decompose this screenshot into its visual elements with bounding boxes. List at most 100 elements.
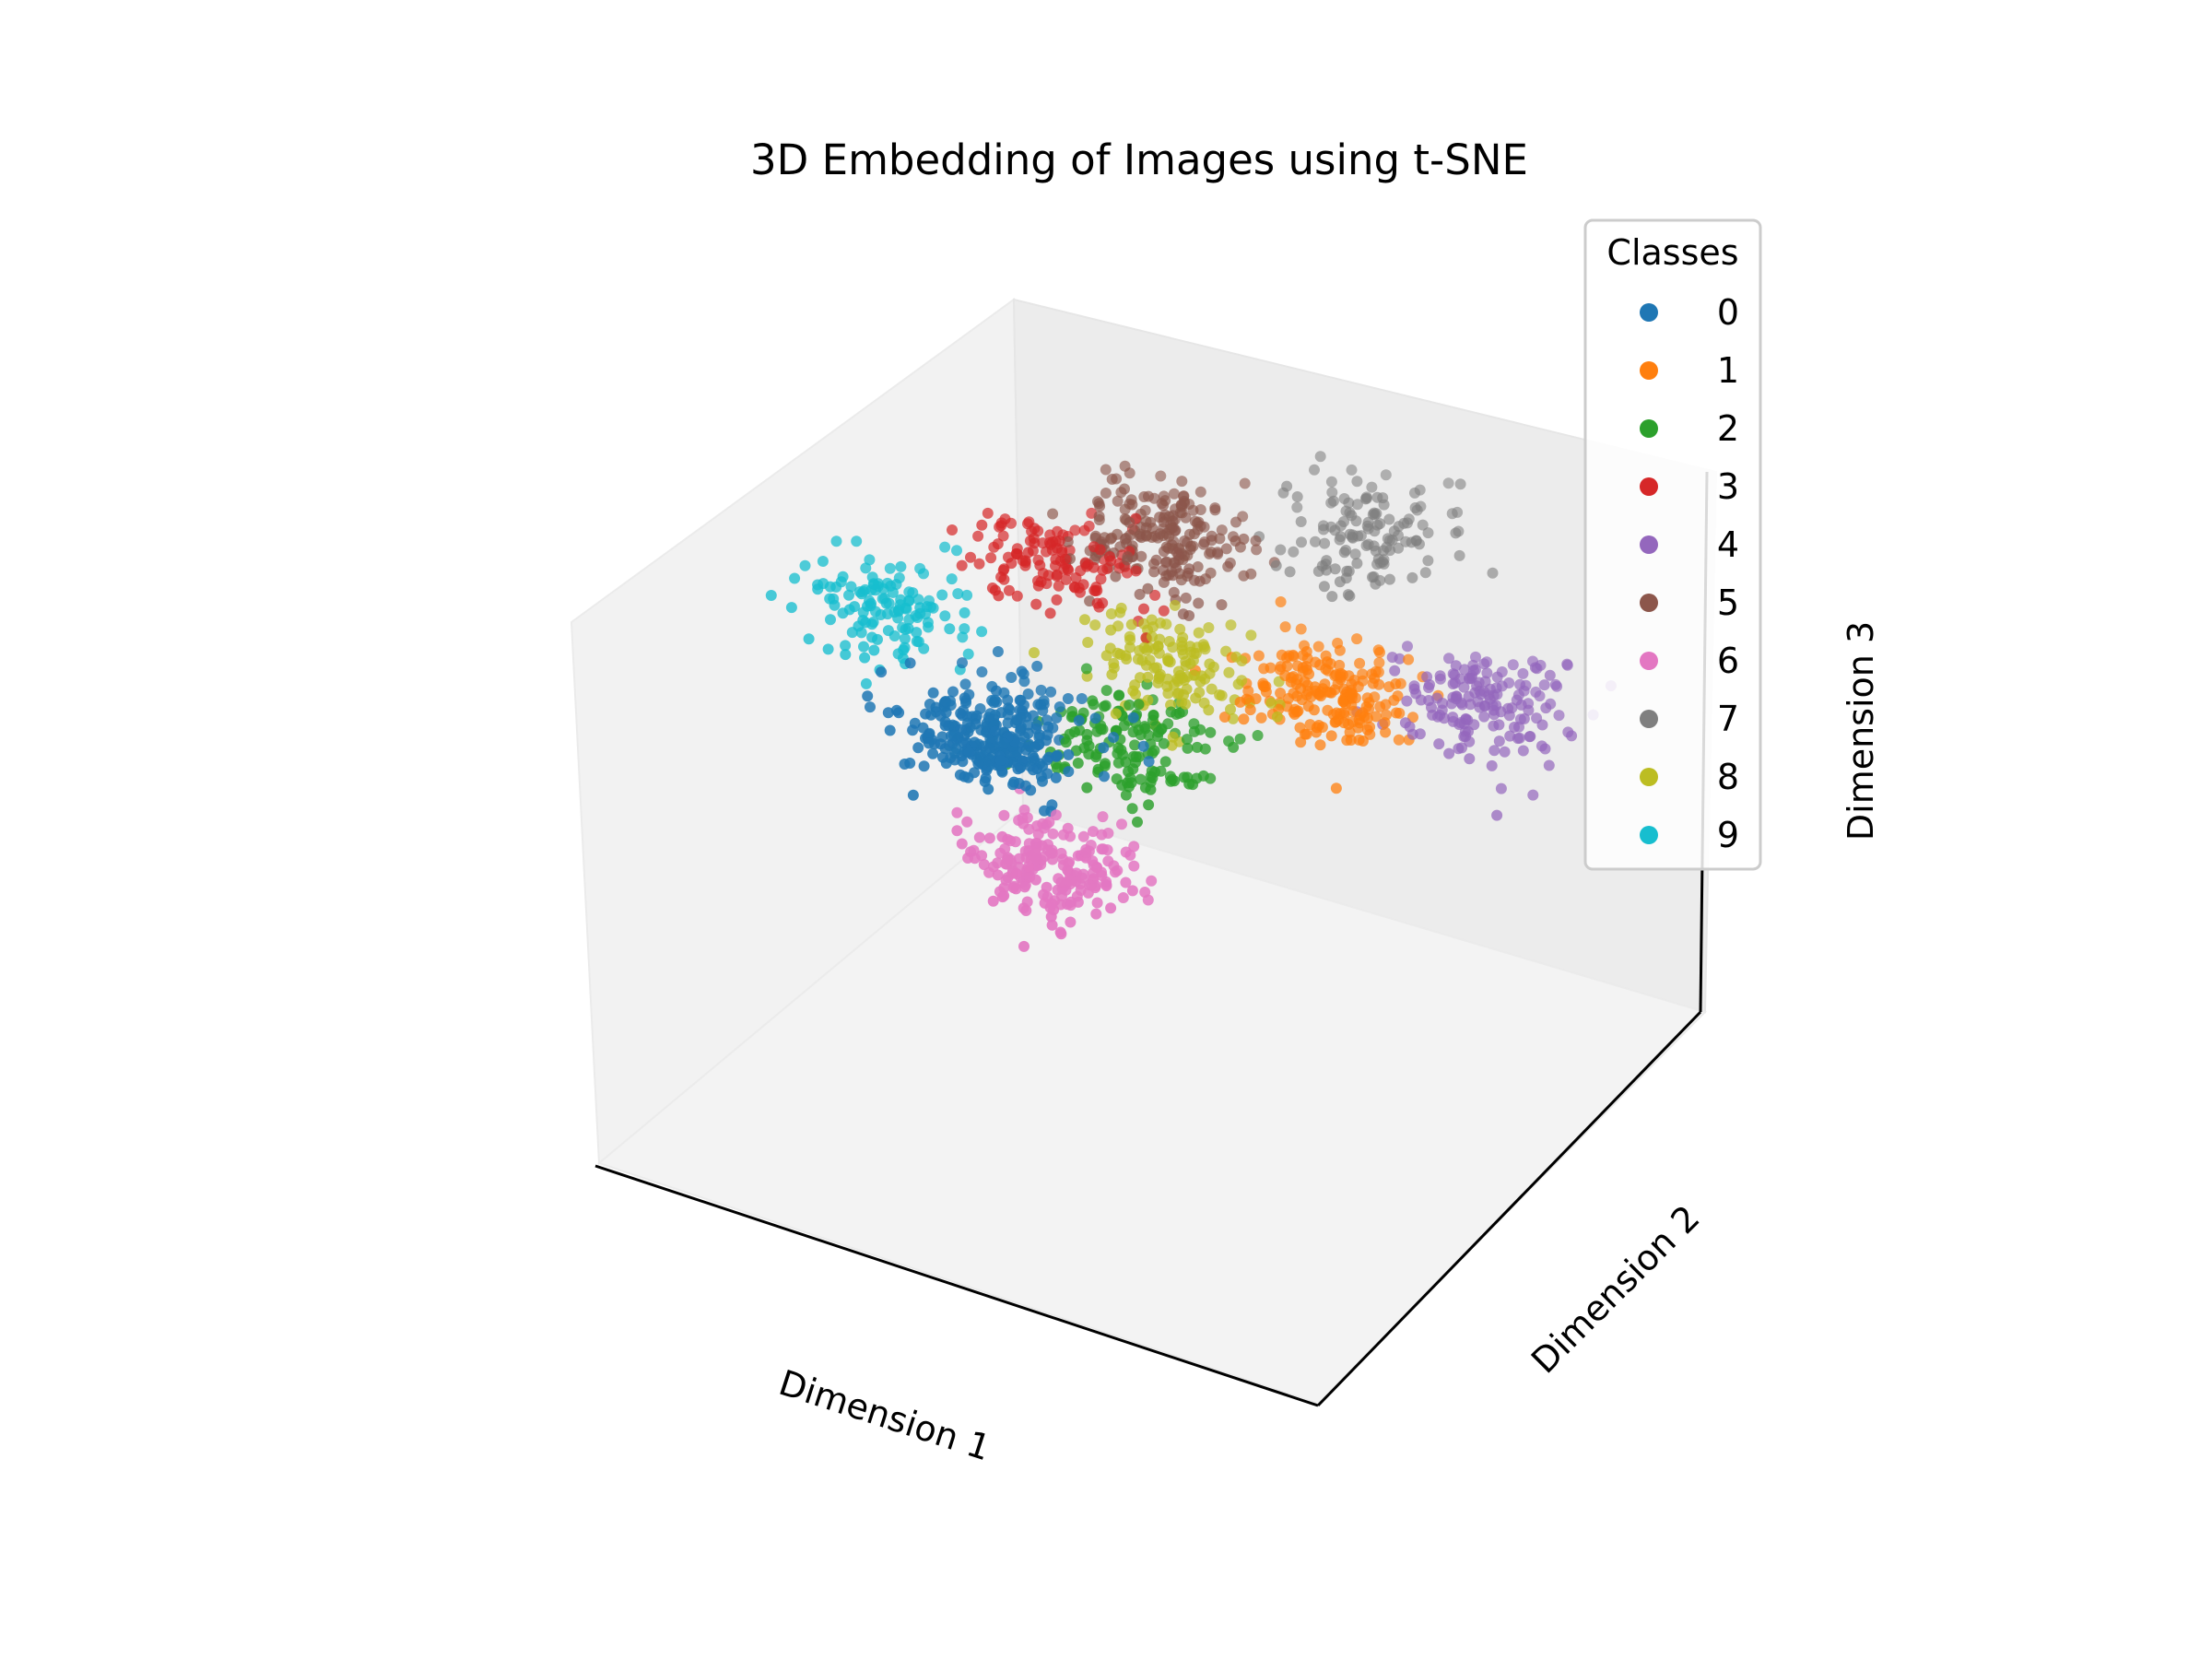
- data-point-class-0: [998, 737, 1010, 749]
- data-point-class-4: [1517, 667, 1529, 679]
- data-point-class-6: [1047, 853, 1058, 865]
- data-point-class-8: [1112, 647, 1124, 659]
- data-point-class-9: [918, 642, 930, 654]
- data-point-class-1: [1312, 641, 1324, 653]
- data-point-class-5: [1183, 610, 1195, 621]
- data-point-class-8: [1169, 599, 1181, 611]
- data-point-class-8: [1265, 697, 1277, 709]
- data-point-class-1: [1322, 704, 1334, 716]
- data-point-class-9: [765, 590, 777, 601]
- data-point-class-0: [963, 747, 975, 759]
- data-point-class-9: [939, 610, 951, 622]
- data-point-class-9: [911, 627, 923, 639]
- data-point-class-1: [1255, 712, 1267, 724]
- data-point-class-0: [947, 729, 959, 741]
- data-point-class-0: [972, 758, 984, 770]
- data-point-class-6: [1139, 887, 1151, 898]
- data-point-class-1: [1312, 720, 1324, 731]
- data-point-class-6: [1018, 818, 1030, 830]
- data-point-class-0: [1063, 748, 1075, 760]
- data-point-class-4: [1389, 665, 1401, 677]
- data-point-class-6: [1096, 870, 1108, 881]
- data-point-class-9: [859, 652, 871, 664]
- data-point-class-0: [1008, 776, 1020, 788]
- data-point-class-3: [1130, 565, 1142, 577]
- data-point-class-6: [1009, 836, 1021, 848]
- data-point-class-6: [1018, 881, 1030, 893]
- data-point-class-3: [1064, 545, 1076, 556]
- data-point-class-8: [1271, 711, 1283, 723]
- data-point-class-6: [1146, 875, 1158, 887]
- data-point-class-9: [853, 586, 865, 598]
- data-point-class-5: [1192, 517, 1203, 529]
- data-point-class-3: [1022, 547, 1034, 559]
- data-point-class-0: [1143, 756, 1155, 768]
- data-point-class-2: [1113, 689, 1125, 701]
- data-point-class-4: [1460, 731, 1471, 743]
- data-point-class-9: [837, 571, 849, 582]
- data-point-class-3: [1034, 559, 1046, 571]
- data-point-class-2: [1182, 742, 1194, 754]
- data-point-class-3: [1088, 561, 1100, 573]
- data-point-class-4: [1534, 690, 1546, 702]
- data-point-class-8: [1190, 692, 1202, 704]
- data-point-class-5: [1126, 499, 1138, 511]
- data-point-class-4: [1470, 651, 1481, 663]
- legend-label-3: 3: [1717, 466, 1739, 507]
- data-point-class-4: [1491, 671, 1503, 683]
- data-point-class-6: [1020, 905, 1032, 916]
- data-point-class-1: [1394, 707, 1406, 719]
- legend-marker-9: [1640, 826, 1658, 844]
- data-point-class-8: [1154, 633, 1166, 645]
- data-point-class-4: [1539, 743, 1551, 755]
- data-point-class-4: [1450, 660, 1462, 672]
- data-point-class-4: [1551, 680, 1563, 692]
- data-point-class-9: [845, 581, 857, 593]
- data-point-class-0: [1045, 686, 1057, 698]
- data-point-class-0: [1022, 688, 1034, 700]
- data-point-class-1: [1347, 705, 1359, 717]
- legend-title: Classes: [1606, 232, 1738, 273]
- data-point-class-2: [1088, 699, 1100, 711]
- data-point-class-9: [952, 588, 964, 600]
- data-point-class-1: [1352, 722, 1364, 734]
- data-point-class-3: [1028, 533, 1040, 544]
- data-point-class-6: [1041, 881, 1053, 893]
- data-point-class-1: [1330, 782, 1342, 794]
- data-point-class-8: [1227, 712, 1239, 724]
- data-point-class-9: [882, 625, 894, 637]
- data-point-class-5: [1168, 488, 1180, 500]
- data-point-class-6: [1090, 908, 1102, 920]
- data-point-class-9: [803, 633, 815, 645]
- data-point-class-1: [1370, 711, 1382, 723]
- data-point-class-7: [1349, 548, 1361, 560]
- data-point-class-1: [1302, 700, 1314, 712]
- data-point-class-5: [1062, 535, 1074, 547]
- data-point-class-4: [1426, 701, 1437, 713]
- data-point-class-6: [996, 891, 1008, 903]
- data-point-class-8: [1214, 689, 1226, 700]
- data-point-class-2: [1116, 779, 1128, 791]
- data-point-class-6: [1030, 853, 1042, 865]
- data-point-class-8: [1162, 655, 1174, 667]
- data-point-class-9: [923, 621, 935, 633]
- data-point-class-3: [1053, 580, 1065, 592]
- data-point-class-9: [918, 568, 929, 580]
- data-point-class-2: [1169, 775, 1181, 787]
- data-point-class-6: [1128, 860, 1140, 872]
- legend-item-8: 8: [1640, 757, 1739, 797]
- data-point-class-9: [799, 559, 811, 571]
- data-point-class-3: [994, 521, 1006, 533]
- data-point-class-9: [822, 643, 834, 655]
- data-point-class-4: [1402, 641, 1413, 653]
- data-point-class-0: [907, 724, 919, 736]
- data-point-class-4: [1446, 698, 1457, 710]
- data-point-class-7: [1317, 520, 1329, 532]
- data-point-class-8: [1198, 641, 1210, 653]
- data-point-class-3: [1051, 571, 1063, 582]
- data-point-class-7: [1351, 499, 1363, 511]
- data-point-class-2: [1147, 710, 1159, 722]
- data-point-class-1: [1242, 685, 1254, 697]
- data-point-class-0: [1022, 727, 1034, 739]
